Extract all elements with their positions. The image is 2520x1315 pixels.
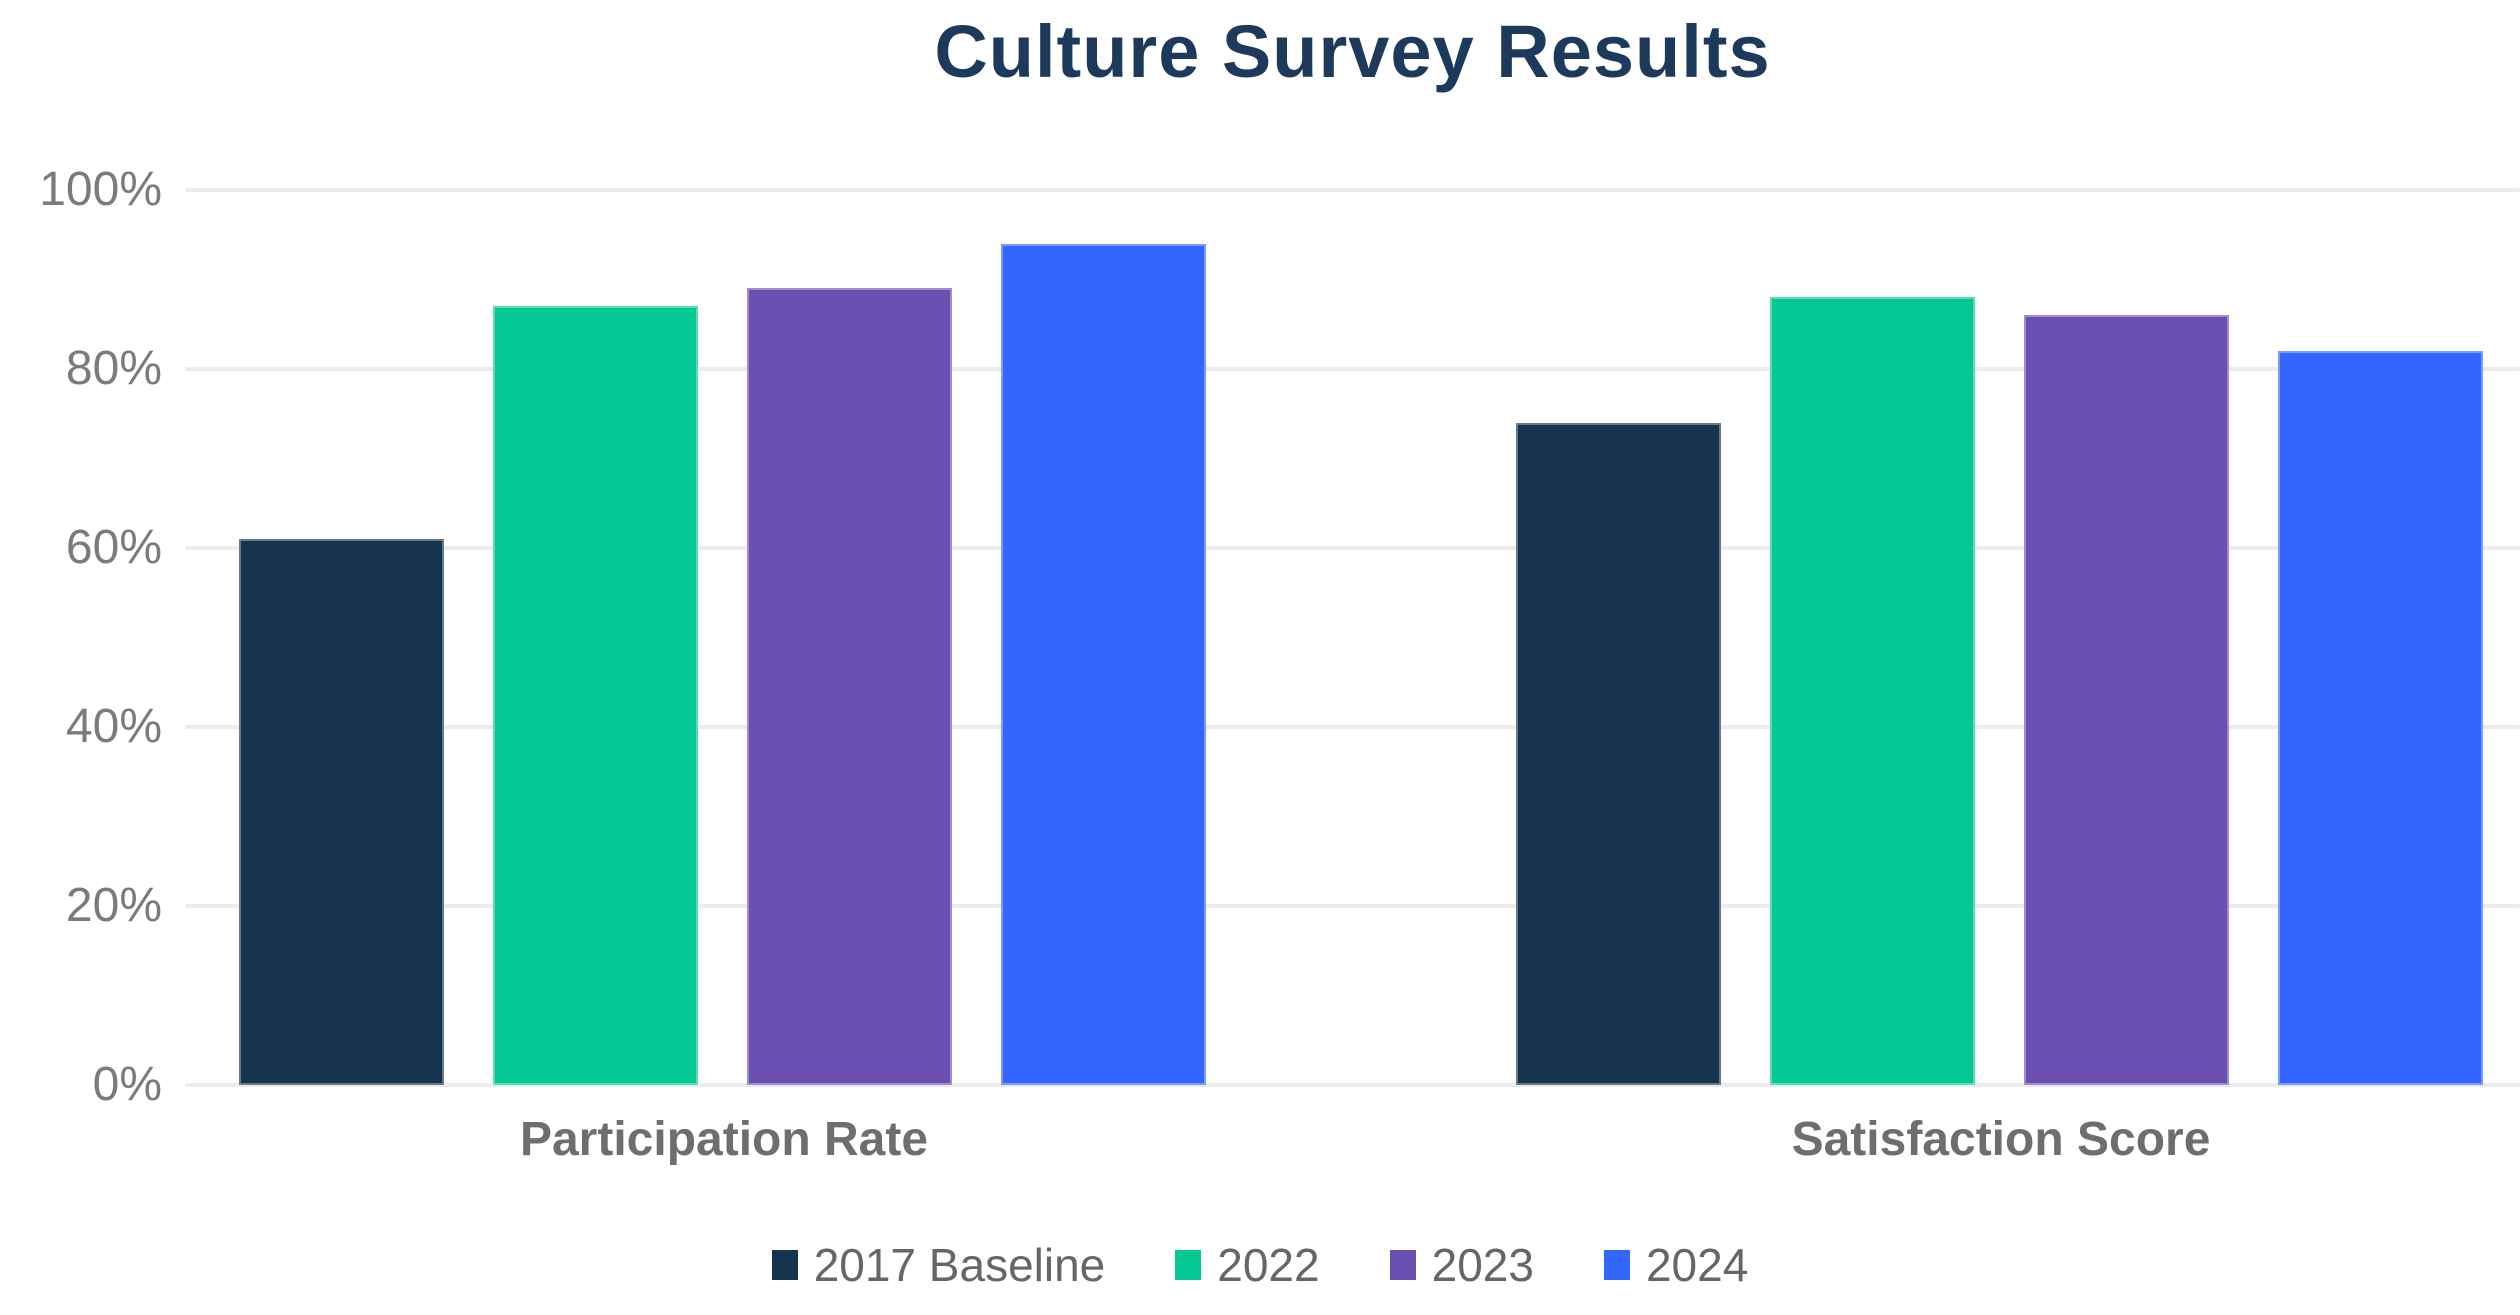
gridline-0 — [185, 1083, 2520, 1087]
legend-label: 2017 Baseline — [813, 1239, 1106, 1291]
plot-area — [185, 188, 2520, 1087]
category-label-satisfaction-score: Satisfaction Score — [1791, 1113, 2211, 1166]
legend-swatch-icon — [771, 1250, 798, 1280]
y-tick-label: 60% — [65, 521, 162, 574]
legend-item-2023: 2023 — [1389, 1238, 1534, 1292]
bar-2022-satisfaction-score — [1770, 297, 1975, 1085]
legend-swatch-icon — [1389, 1250, 1416, 1280]
legend-label: 2022 — [1217, 1239, 1320, 1291]
bar-2022-participation-rate — [493, 306, 698, 1085]
gridline-20 — [185, 904, 2520, 908]
bar-2024-satisfaction-score — [2278, 351, 2483, 1085]
gridline-80 — [185, 367, 2520, 371]
legend-label: 2024 — [1645, 1239, 1749, 1291]
legend: 2017 Baseline 2022 2023 2024 — [0, 1238, 2520, 1292]
category-label-participation-rate: Participation Rate — [519, 1113, 929, 1166]
bar-group-satisfaction-score — [1516, 190, 2486, 1085]
legend-label: 2023 — [1431, 1239, 1534, 1291]
y-tick-label: 80% — [65, 342, 162, 395]
legend-item-2022: 2022 — [1175, 1238, 1320, 1292]
bar-2023-participation-rate — [747, 288, 952, 1085]
legend-swatch-icon — [1603, 1250, 1630, 1280]
y-tick-label: 20% — [65, 879, 162, 932]
bar-2023-satisfaction-score — [2024, 315, 2229, 1085]
y-tick-label: 100% — [39, 163, 162, 216]
gridline-40 — [185, 725, 2520, 729]
legend-item-2024: 2024 — [1603, 1238, 1749, 1292]
gridline-60 — [185, 546, 2520, 550]
gridline-100 — [185, 188, 2520, 192]
y-tick-label: 40% — [65, 700, 162, 753]
chart-title: Culture Survey Results — [934, 10, 1771, 93]
legend-item-2017-baseline: 2017 Baseline — [771, 1238, 1106, 1292]
bar-2017-baseline-participation-rate — [239, 539, 444, 1085]
legend-swatch-icon — [1175, 1250, 1202, 1280]
bar-group-participation-rate — [239, 190, 1209, 1085]
bar-2024-participation-rate — [1001, 243, 1206, 1085]
y-tick-label: 0% — [92, 1058, 162, 1111]
bar-2017-baseline-satisfaction-score — [1516, 422, 1721, 1085]
